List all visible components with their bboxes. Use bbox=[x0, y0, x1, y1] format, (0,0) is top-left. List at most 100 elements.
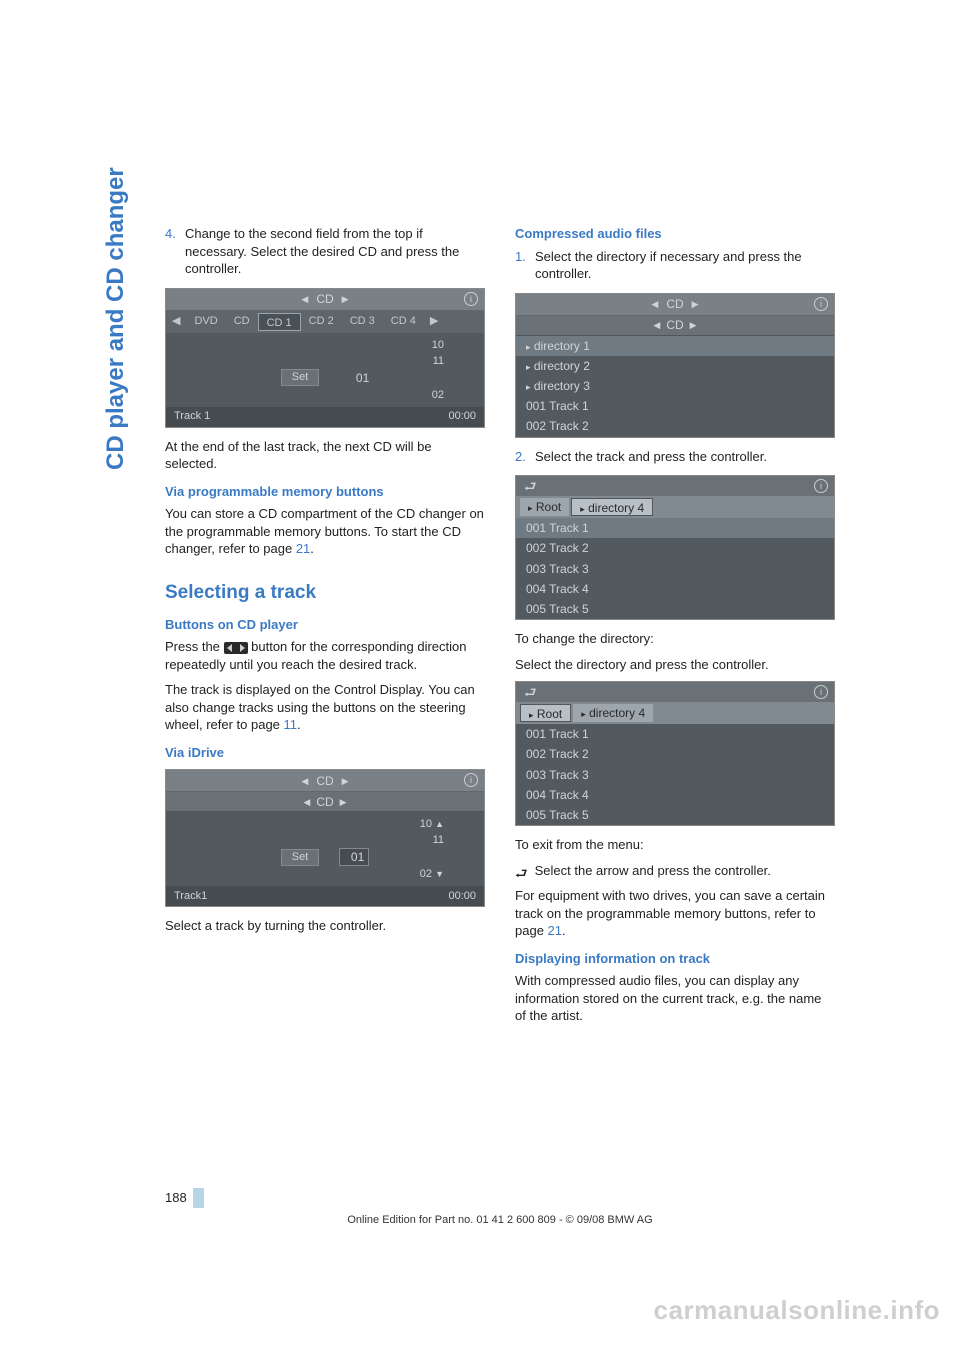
screenshot-footer: Track 1 00:00 bbox=[166, 407, 484, 427]
heading-memory-buttons: Via programmable memory buttons bbox=[165, 483, 485, 501]
footer-track: Track 1 bbox=[174, 409, 210, 424]
watermark: carmanualsonline.info bbox=[654, 1293, 940, 1328]
list-item: 002 Track 2 bbox=[516, 744, 834, 764]
track-number-selected: 01 bbox=[339, 848, 369, 866]
list-item: ▸ directory 3 bbox=[516, 376, 834, 396]
body-text: Select the arrow and press the controlle… bbox=[515, 862, 835, 880]
screenshot-body: 001 Track 1 002 Track 2 003 Track 3 004 … bbox=[516, 724, 834, 825]
list-item: 005 Track 5 bbox=[516, 805, 834, 825]
arrow-left-icon: ◀ bbox=[653, 319, 660, 331]
arrow-left-icon: ◀ bbox=[301, 293, 308, 305]
tab-cd4: CD 4 bbox=[383, 314, 424, 329]
screenshot-body: 10 ▲ 11 Set 01 02 ▼ bbox=[166, 812, 484, 886]
page-number-marker bbox=[193, 1188, 204, 1208]
sub-label: CD bbox=[666, 317, 683, 333]
page-xref[interactable]: 11 bbox=[284, 717, 298, 732]
step-text: Select the directory if necessary and pr… bbox=[535, 248, 835, 283]
info-icon: i bbox=[464, 773, 478, 787]
breadcrumb: ▸ Root ▸ directory 4 bbox=[516, 702, 834, 724]
body-text: Press the button for the corresponding d… bbox=[165, 638, 485, 673]
track-number: 11 bbox=[166, 353, 484, 369]
back-arrow-icon: ⮐ bbox=[524, 683, 537, 702]
tab-arrow-left-icon: ◀ bbox=[166, 314, 186, 329]
arrow-left-icon: ◀ bbox=[651, 298, 658, 310]
step-number: 1. bbox=[515, 248, 535, 283]
set-button: Set bbox=[281, 849, 320, 866]
list-item: 001 Track 1 bbox=[516, 396, 834, 416]
left-column: 4. Change to the second field from the t… bbox=[165, 225, 485, 1033]
list-item: 004 Track 4 bbox=[516, 785, 834, 805]
track-number: 10 bbox=[166, 337, 484, 353]
breadcrumb-current: ▸ directory 4 bbox=[571, 498, 653, 516]
body-text: You can store a CD compartment of the CD… bbox=[165, 505, 485, 558]
footer-time: 00:00 bbox=[448, 889, 476, 904]
page-content: 4. Change to the second field from the t… bbox=[165, 225, 835, 1033]
text-span: . bbox=[310, 541, 314, 556]
page-number: 188 bbox=[165, 1189, 187, 1207]
heading-compressed-audio: Compressed audio files bbox=[515, 225, 835, 243]
arrow-left-icon: ◀ bbox=[301, 775, 308, 787]
body-text: With compressed audio files, you can dis… bbox=[515, 972, 835, 1025]
list-item: 4. Change to the second field from the t… bbox=[165, 225, 485, 278]
track-number: 02 ▼ bbox=[166, 866, 484, 882]
tab-cd: CD bbox=[226, 314, 258, 329]
body-text: To exit from the menu: bbox=[515, 836, 835, 854]
step-text: Select the track and press the controlle… bbox=[535, 448, 835, 466]
screenshot-body: 001 Track 1 002 Track 2 003 Track 3 004 … bbox=[516, 518, 834, 619]
tab-arrow-right-icon: ▶ bbox=[424, 314, 444, 329]
track-number: 02 bbox=[166, 387, 484, 403]
list-item: 004 Track 4 bbox=[516, 579, 834, 599]
cd-tabs: ◀ DVD CD CD 1 CD 2 CD 3 CD 4 ▶ bbox=[166, 311, 484, 333]
back-bar: ⮐ i bbox=[516, 476, 834, 496]
section-title: CD player and CD changer bbox=[100, 167, 132, 470]
step-text: Change to the second field from the top … bbox=[185, 225, 485, 278]
arrow-left-icon: ◀ bbox=[303, 796, 310, 808]
header-label: CD bbox=[666, 296, 683, 312]
idrive-screenshot-root: ⮐ i ▸ Root ▸ directory 4 001 Track 1 002… bbox=[515, 681, 835, 826]
body-text: Select the directory and press the contr… bbox=[515, 656, 835, 674]
heading-selecting-track: Selecting a track bbox=[165, 580, 485, 606]
arrow-right-icon: ▶ bbox=[342, 775, 349, 787]
heading-display-info: Displaying information on track bbox=[515, 950, 835, 968]
footer-text: Online Edition for Part no. 01 41 2 600 … bbox=[165, 1213, 835, 1228]
info-icon: i bbox=[814, 479, 828, 493]
page-xref[interactable]: 21 bbox=[548, 923, 562, 938]
arrow-right-icon: ▶ bbox=[690, 319, 697, 331]
text-span: You can store a CD compartment of the CD… bbox=[165, 506, 484, 556]
step-list: 4. Change to the second field from the t… bbox=[165, 225, 485, 278]
idrive-screenshot-tracks: ⮐ i ▸ Root ▸ directory 4 001 Track 1 002… bbox=[515, 475, 835, 620]
arrow-right-icon: ▶ bbox=[342, 293, 349, 305]
screenshot-header: ◀ CD ▶ i bbox=[516, 294, 834, 316]
back-arrow-icon bbox=[515, 865, 531, 877]
info-icon: i bbox=[814, 685, 828, 699]
back-arrow-icon: ⮐ bbox=[524, 477, 537, 496]
list-item-selected: 001 Track 1 bbox=[516, 518, 834, 538]
list-item: 001 Track 1 bbox=[516, 724, 834, 744]
list-item: ▸ directory 2 bbox=[516, 356, 834, 376]
idrive-screenshot-track-select: ◀ CD ▶ i ◀ CD ▶ 10 ▲ 11 Set 01 02 ▼ Trac bbox=[165, 769, 485, 907]
list-item: 005 Track 5 bbox=[516, 599, 834, 619]
tab-cd1: CD 1 bbox=[258, 313, 301, 331]
step-list: 2. Select the track and press the contro… bbox=[515, 448, 835, 466]
back-bar: ⮐ i bbox=[516, 682, 834, 702]
header-label: CD bbox=[316, 291, 333, 307]
page-xref[interactable]: 21 bbox=[296, 541, 310, 556]
breadcrumb-item: ▸ directory 4 bbox=[573, 704, 653, 722]
track-number: 01 bbox=[339, 370, 369, 386]
screenshot-footer: Track1 00:00 bbox=[166, 886, 484, 906]
right-column: Compressed audio files 1. Select the dir… bbox=[515, 225, 835, 1033]
idrive-screenshot-cd-tabs: ◀ CD ▶ i ◀ DVD CD CD 1 CD 2 CD 3 CD 4 ▶ … bbox=[165, 288, 485, 428]
screenshot-header: ◀ CD ▶ i bbox=[166, 770, 484, 792]
info-icon: i bbox=[814, 297, 828, 311]
screenshot-header: ◀ CD ▶ i bbox=[166, 289, 484, 311]
info-icon: i bbox=[464, 292, 478, 306]
sub-label: CD bbox=[316, 794, 333, 810]
step-number: 4. bbox=[165, 225, 185, 278]
heading-via-idrive: Via iDrive bbox=[165, 744, 485, 762]
body-text: The track is displayed on the Control Di… bbox=[165, 681, 485, 734]
text-span: . bbox=[562, 923, 566, 938]
step-list: 1. Select the directory if necessary and… bbox=[515, 248, 835, 283]
text-span: The track is displayed on the Control Di… bbox=[165, 682, 475, 732]
screenshot-body: ▸ directory 1 ▸ directory 2 ▸ directory … bbox=[516, 336, 834, 437]
page-number-bar: 188 bbox=[165, 1188, 204, 1208]
